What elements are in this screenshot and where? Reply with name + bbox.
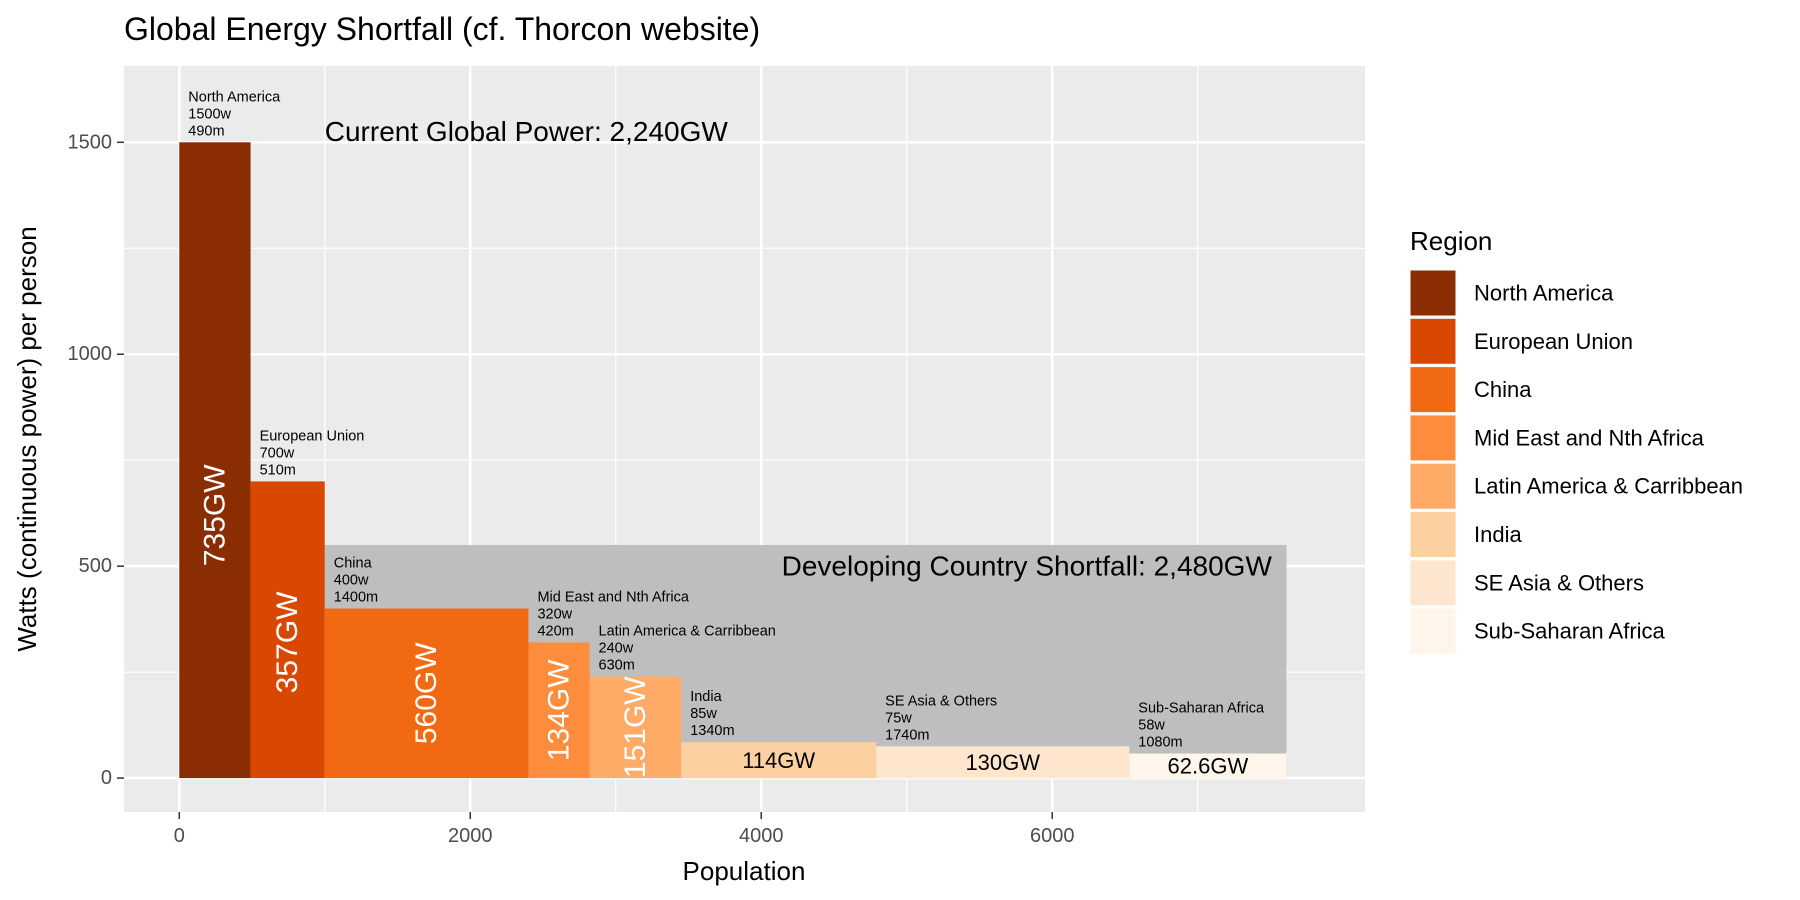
- chart-title: Global Energy Shortfall (cf. Thorcon web…: [124, 11, 760, 47]
- y-axis-title: Watts (continuous power) per person: [12, 226, 42, 651]
- gw-label-european-union: 357GW: [271, 591, 304, 693]
- region-label-name-china: China: [334, 556, 373, 572]
- legend-key-china: [1409, 366, 1457, 414]
- legend-label-mid-east-and-nth-africa: Mid East and Nth Africa: [1474, 425, 1705, 450]
- legend-key-north-america: [1409, 269, 1457, 317]
- region-label-name-se-asia-and-others: SE Asia & Others: [885, 693, 997, 709]
- legend-label-china: China: [1474, 377, 1532, 402]
- region-label-name-latin-america-and-carribbean: Latin America & Carribbean: [599, 623, 776, 639]
- gw-label-north-america: 735GW: [198, 464, 231, 566]
- bar-north-america: [179, 142, 251, 779]
- legend-items: North America European Union China Mid East…: [1409, 269, 1743, 655]
- region-label-watts-sub-saharan-africa: 58w: [1138, 718, 1165, 734]
- region-label-name-sub-saharan-africa: Sub-Saharan Africa: [1138, 701, 1265, 717]
- gw-label-india: 114GW: [742, 748, 815, 773]
- x-tick-label: 6000: [1030, 825, 1075, 847]
- legend-key-latin-america-and-carribbean: [1409, 462, 1457, 510]
- legend-label-latin-america-and-carribbean: Latin America & Carribbean: [1474, 474, 1743, 499]
- region-label-name-north-america: North America: [188, 89, 281, 105]
- region-label-population-se-asia-and-others: 1740m: [885, 727, 929, 743]
- y-axis: 0 500 1000 1500: [68, 131, 124, 789]
- x-axis: 0 2000 4000 6000: [174, 812, 1075, 847]
- region-label-population-sub-saharan-africa: 1080m: [1138, 735, 1182, 751]
- legend-key-european-union: [1409, 317, 1457, 365]
- bar-india: [681, 742, 877, 779]
- region-label-population-latin-america-and-carribbean: 630m: [599, 657, 635, 673]
- gw-label-sub-saharan-africa: 62.6GW: [1168, 753, 1249, 778]
- legend-label-india: India: [1474, 522, 1522, 547]
- annotation-1: Current Global Power: 2,240GW: [325, 116, 729, 147]
- y-tick-label: 500: [79, 555, 112, 577]
- region-label-watts-european-union: 700w: [260, 445, 295, 461]
- legend-key-se-asia-and-others: [1409, 559, 1457, 607]
- legend: Region North America European Union China M…: [1409, 226, 1743, 655]
- y-tick-label: 1500: [68, 131, 113, 153]
- legend-label-european-union: European Union: [1474, 329, 1633, 354]
- region-label-watts-mid-east-and-nth-africa: 320w: [537, 606, 572, 622]
- y-tick-label: 1000: [68, 343, 113, 365]
- region-label-watts-se-asia-and-others: 75w: [885, 710, 912, 726]
- gw-label-se-asia-and-others: 130GW: [965, 750, 1040, 775]
- region-label-watts-india: 85w: [690, 706, 717, 722]
- x-tick-label: 2000: [448, 825, 493, 847]
- region-label-name-india: India: [690, 689, 722, 705]
- region-label-population-north-america: 490m: [188, 123, 224, 139]
- bars: [179, 142, 1287, 779]
- legend-key-india: [1409, 511, 1457, 558]
- bar-european-union: [250, 481, 325, 779]
- annotation-2: Developing Country Shortfall: 2,480GW: [782, 551, 1273, 582]
- bar-mid-east-and-nth-africa: [528, 642, 590, 779]
- x-tick-label: 4000: [739, 825, 784, 847]
- y-tick-label: 0: [101, 767, 112, 789]
- region-label-population-china: 1400m: [334, 590, 378, 606]
- region-label-population-mid-east-and-nth-africa: 420m: [537, 623, 573, 639]
- gw-labels: 735GW 357GW 560GW 134GW 151GW 114GW 130GW 62.6G…: [198, 464, 1248, 779]
- region-label-population-india: 1340m: [690, 723, 734, 739]
- legend-key-sub-saharan-africa: [1409, 607, 1457, 655]
- bar-china: [324, 608, 529, 779]
- region-label-name-european-union: European Union: [260, 428, 365, 444]
- gw-label-china: 560GW: [410, 642, 443, 744]
- legend-label-se-asia-and-others: SE Asia & Others: [1474, 570, 1644, 595]
- region-label-watts-north-america: 1500w: [188, 106, 231, 122]
- bar-se-asia-and-others: [876, 746, 1130, 779]
- gw-label-latin-america-and-carribbean: 151GW: [619, 676, 652, 778]
- x-axis-title: Population: [683, 856, 806, 886]
- region-label-population-european-union: 510m: [260, 462, 296, 478]
- region-label-watts-latin-america-and-carribbean: 240w: [599, 640, 634, 656]
- bar-latin-america-and-carribbean: [589, 676, 682, 779]
- bar-sub-saharan-africa: [1129, 753, 1287, 779]
- gw-label-mid-east-and-nth-africa: 134GW: [543, 659, 576, 761]
- legend-label-north-america: North America: [1474, 281, 1614, 306]
- legend-title: Region: [1410, 226, 1492, 256]
- legend-key-mid-east-and-nth-africa: [1409, 414, 1457, 462]
- x-tick-label: 0: [174, 825, 185, 847]
- legend-label-sub-saharan-africa: Sub-Saharan Africa: [1474, 619, 1666, 644]
- region-label-name-mid-east-and-nth-africa: Mid East and Nth Africa: [537, 589, 689, 605]
- grid-minor: [124, 66, 1365, 812]
- annotations: Current Global Power: 2,240GW Developing …: [325, 116, 1273, 581]
- region-label-watts-china: 400w: [334, 573, 369, 589]
